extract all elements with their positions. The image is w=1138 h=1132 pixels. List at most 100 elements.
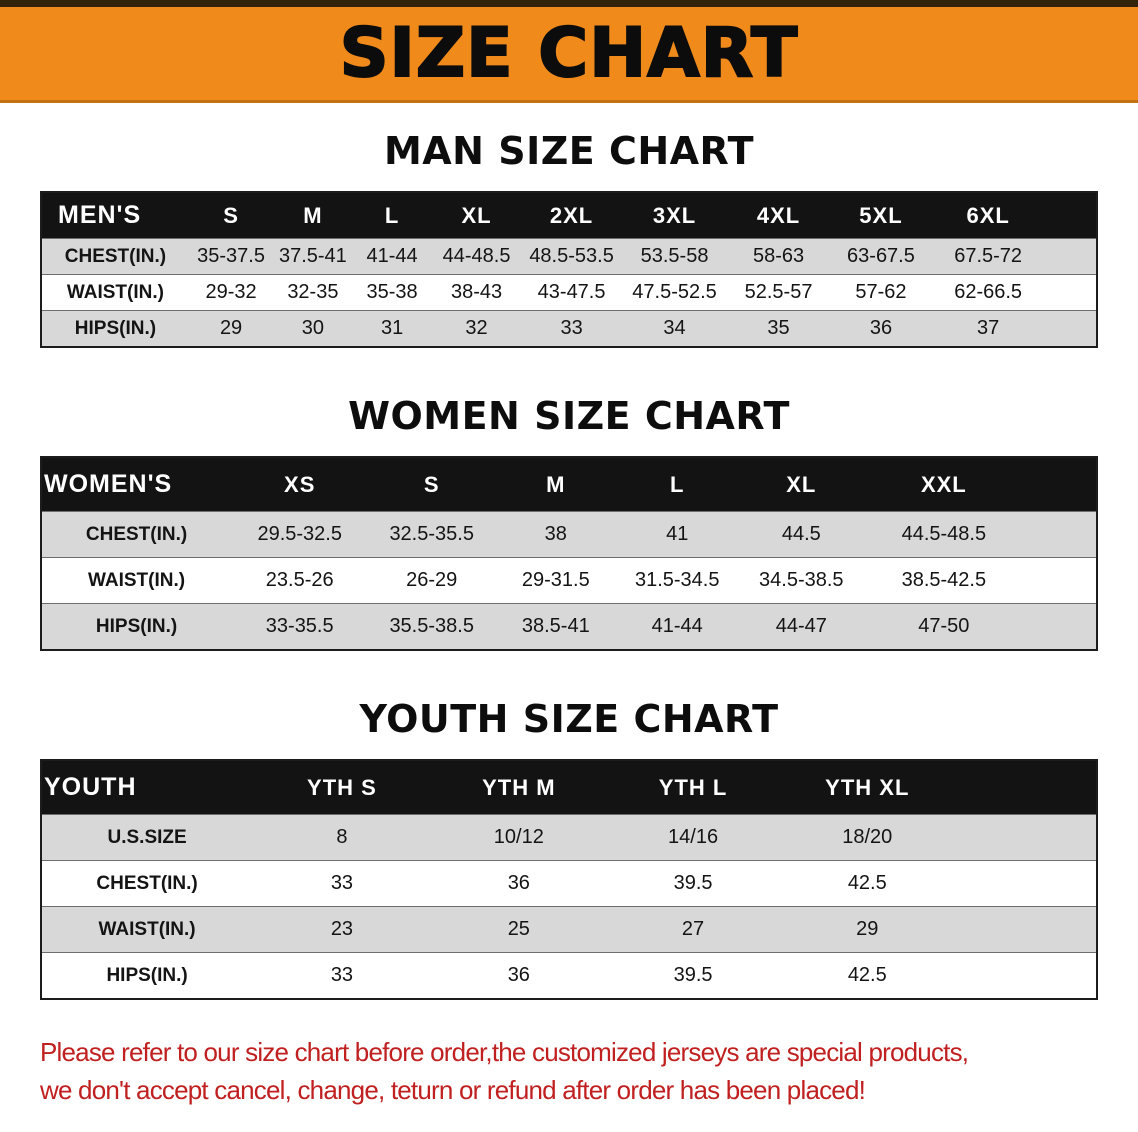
women-value-cell: 41 — [616, 511, 738, 558]
women-value-cell: 47-50 — [864, 603, 1024, 650]
youth-row-label: WAIST(IN.) — [41, 906, 253, 953]
women-measurement-row: WAIST(IN.) 23.5-26 26-29 29-31.5 31.5-34.5 34… — [41, 557, 1097, 604]
women-size-column-header: M — [495, 457, 617, 512]
women-size-column-header: L — [616, 457, 738, 512]
women-section-heading: WOMEN SIZE CHART — [348, 394, 790, 438]
men-value-cell: 62-66.5 — [932, 274, 1045, 311]
women-value-cell: 38.5-41 — [495, 603, 617, 650]
filler-cell — [1023, 557, 1097, 604]
youth-size-table: YOUTH YTH S YTH M YTH L YTH XL U.S.SIZE 8 10/12… — [40, 759, 1098, 1000]
men-size-column-header: L — [352, 192, 432, 239]
men-value-cell: 37.5-41 — [273, 238, 353, 275]
youth-value-cell: 8 — [252, 814, 432, 861]
men-value-cell: 47.5-52.5 — [621, 274, 728, 311]
men-size-column-header: XL — [431, 192, 522, 239]
men-value-cell: 33 — [521, 310, 622, 347]
youth-value-cell: 33 — [252, 860, 432, 907]
youth-size-column-header: YTH M — [431, 760, 606, 815]
filler-cell — [954, 952, 1097, 999]
youth-row-label: CHEST(IN.) — [41, 860, 253, 907]
men-table-title: MEN'S — [41, 192, 189, 239]
youth-value-cell: 29 — [780, 906, 955, 953]
men-value-cell: 36 — [829, 310, 933, 347]
men-size-column-header: M — [273, 192, 353, 239]
women-size-column-header: XXL — [864, 457, 1024, 512]
women-row-label: WAIST(IN.) — [41, 557, 232, 604]
men-row-label: WAIST(IN.) — [41, 274, 189, 311]
youth-value-cell: 33 — [252, 952, 432, 999]
men-value-cell: 57-62 — [829, 274, 933, 311]
men-section: MAN SIZE CHART MEN'S S M L XL 2XL 3XL 4XL 5XL 6XL… — [0, 129, 1138, 348]
men-value-cell: 41-44 — [352, 238, 432, 275]
women-value-cell: 33-35.5 — [231, 603, 369, 650]
women-size-column-header: XL — [737, 457, 865, 512]
filler-cell — [954, 906, 1097, 953]
men-value-cell: 48.5-53.5 — [521, 238, 622, 275]
men-value-cell: 58-63 — [727, 238, 830, 275]
women-value-cell: 29.5-32.5 — [231, 511, 369, 558]
women-value-cell: 26-29 — [368, 557, 496, 604]
men-size-column-header: S — [188, 192, 274, 239]
youth-measurement-row: WAIST(IN.) 23 25 27 29 — [41, 906, 1097, 953]
filler-cell — [954, 760, 1097, 815]
filler-cell — [1044, 274, 1097, 311]
men-size-column-header: 3XL — [621, 192, 728, 239]
men-value-cell: 43-47.5 — [521, 274, 622, 311]
men-row-label: CHEST(IN.) — [41, 238, 189, 275]
youth-size-column-header: YTH S — [252, 760, 432, 815]
youth-value-cell: 27 — [605, 906, 781, 953]
youth-value-cell: 14/16 — [605, 814, 781, 861]
women-value-cell: 29-31.5 — [495, 557, 617, 604]
men-value-cell: 35 — [727, 310, 830, 347]
women-section: WOMEN SIZE CHART WOMEN'S XS S M L XL XXL CHEST(… — [0, 394, 1138, 651]
filler-cell — [1023, 511, 1097, 558]
men-row-label: HIPS(IN.) — [41, 310, 189, 347]
youth-value-cell: 39.5 — [605, 952, 781, 999]
men-header-row: MEN'S S M L XL 2XL 3XL 4XL 5XL 6XL — [41, 192, 1097, 239]
youth-value-cell: 36 — [431, 952, 606, 999]
youth-section-heading: YOUTH SIZE CHART — [359, 697, 779, 741]
women-value-cell: 31.5-34.5 — [616, 557, 738, 604]
filler-cell — [954, 814, 1097, 861]
youth-value-cell: 18/20 — [780, 814, 955, 861]
youth-size-column-header: YTH XL — [780, 760, 955, 815]
men-size-column-header: 6XL — [932, 192, 1045, 239]
women-value-cell: 32.5-35.5 — [368, 511, 496, 558]
notice-line-2: we don't accept cancel, change, teturn o… — [40, 1074, 866, 1105]
women-value-cell: 44.5-48.5 — [864, 511, 1024, 558]
filler-cell — [954, 860, 1097, 907]
men-measurement-row: WAIST(IN.) 29-32 32-35 35-38 38-43 43-47.5 47.… — [41, 274, 1097, 311]
youth-section: YOUTH SIZE CHART YOUTH YTH S YTH M YTH L YTH… — [0, 697, 1138, 1000]
women-value-cell: 35.5-38.5 — [368, 603, 496, 650]
men-value-cell: 31 — [352, 310, 432, 347]
filler-cell — [1023, 457, 1097, 512]
women-size-table: WOMEN'S XS S M L XL XXL CHEST(IN.) 29.5-32.5 32.5… — [40, 456, 1098, 651]
women-value-cell: 23.5-26 — [231, 557, 369, 604]
men-measurement-row: HIPS(IN.) 29 30 31 32 33 34 35 36 37 — [41, 310, 1097, 347]
women-measurement-row: CHEST(IN.) 29.5-32.5 32.5-35.5 38 41 44.5 44.5… — [41, 511, 1097, 558]
men-size-column-header: 5XL — [829, 192, 933, 239]
filler-cell — [1044, 192, 1097, 239]
youth-measurement-row: U.S.SIZE 8 10/12 14/16 18/20 — [41, 814, 1097, 861]
youth-value-cell: 10/12 — [431, 814, 606, 861]
men-value-cell: 35-38 — [352, 274, 432, 311]
men-value-cell: 67.5-72 — [932, 238, 1045, 275]
men-value-cell: 32 — [431, 310, 522, 347]
men-value-cell: 52.5-57 — [727, 274, 830, 311]
men-value-cell: 29 — [188, 310, 274, 347]
men-value-cell: 63-67.5 — [829, 238, 933, 275]
youth-value-cell: 25 — [431, 906, 606, 953]
youth-row-label: HIPS(IN.) — [41, 952, 253, 999]
women-table-title: WOMEN'S — [41, 457, 232, 512]
men-value-cell: 38-43 — [431, 274, 522, 311]
women-value-cell: 41-44 — [616, 603, 738, 650]
women-measurement-row: HIPS(IN.) 33-35.5 35.5-38.5 38.5-41 41-44 44-… — [41, 603, 1097, 650]
men-value-cell: 53.5-58 — [621, 238, 728, 275]
banner: SIZE CHART — [0, 0, 1138, 103]
men-value-cell: 44-48.5 — [431, 238, 522, 275]
page-title: SIZE CHART — [339, 13, 799, 94]
youth-row-label: U.S.SIZE — [41, 814, 253, 861]
content: MAN SIZE CHART MEN'S S M L XL 2XL 3XL 4XL 5XL 6XL… — [0, 129, 1138, 1109]
youth-header-row: YOUTH YTH S YTH M YTH L YTH XL — [41, 760, 1097, 815]
youth-value-cell: 42.5 — [780, 860, 955, 907]
